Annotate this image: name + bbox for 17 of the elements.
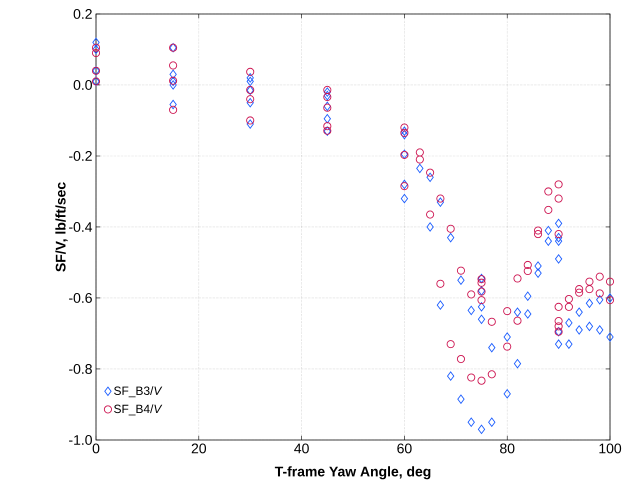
x-tick-label: 80 [500, 443, 514, 454]
legend-label: SF_B4/V [114, 404, 162, 416]
x-axis-title: T-frame Yaw Angle, deg [274, 466, 430, 480]
y-tick-label: -0.2 [69, 151, 92, 161]
y-tick-label: -0.4 [69, 222, 92, 232]
y-tick-label: 0.2 [74, 9, 92, 19]
y-tick-label: 0.0 [74, 80, 92, 90]
y-tick-label: -0.6 [69, 293, 92, 303]
x-tick-label: 0 [92, 443, 100, 454]
y-axis-title: SF/V, lb/ft/sec [55, 182, 68, 272]
y-tick-label: -1.0 [69, 435, 92, 445]
x-tick-label: 40 [294, 443, 309, 454]
x-tick-label: 100 [599, 443, 622, 454]
x-tick-label: 60 [397, 443, 412, 454]
x-tick-label: 20 [192, 443, 206, 454]
y-tick-label: -0.8 [69, 364, 92, 374]
legend-label: SF_B3/V [114, 386, 162, 398]
